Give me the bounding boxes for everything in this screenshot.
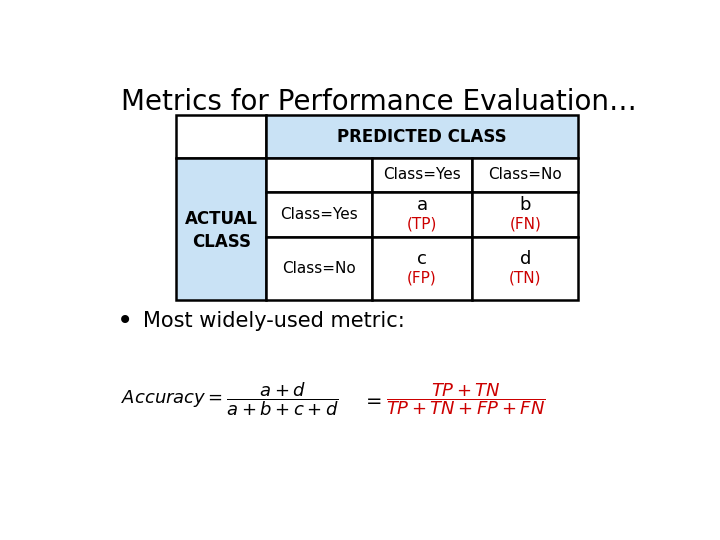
Text: d: d bbox=[520, 251, 531, 268]
Text: Metrics for Performance Evaluation…: Metrics for Performance Evaluation… bbox=[121, 87, 636, 116]
Text: Class=No: Class=No bbox=[488, 167, 562, 183]
Bar bbox=[266, 158, 372, 192]
Text: (FP): (FP) bbox=[407, 270, 437, 285]
Text: Class=No: Class=No bbox=[282, 261, 356, 276]
Bar bbox=[372, 158, 472, 192]
Bar bbox=[266, 114, 578, 158]
Text: b: b bbox=[520, 197, 531, 214]
Text: $\dfrac{TP+TN}{TP+TN+FP+FN}$: $\dfrac{TP+TN}{TP+TN+FP+FN}$ bbox=[386, 382, 545, 417]
Text: a: a bbox=[416, 197, 428, 214]
Bar bbox=[176, 114, 266, 158]
Text: $=$: $=$ bbox=[361, 390, 382, 409]
Text: •: • bbox=[117, 307, 133, 334]
Bar bbox=[472, 192, 578, 238]
Text: (TN): (TN) bbox=[509, 270, 541, 285]
Text: PREDICTED CLASS: PREDICTED CLASS bbox=[337, 127, 507, 145]
Bar bbox=[266, 192, 372, 238]
Bar bbox=[266, 238, 372, 300]
Bar bbox=[176, 158, 266, 300]
Text: Class=Yes: Class=Yes bbox=[383, 167, 461, 183]
Text: (TP): (TP) bbox=[407, 216, 437, 231]
Text: Class=Yes: Class=Yes bbox=[280, 207, 358, 222]
Text: CLASS: CLASS bbox=[192, 233, 251, 251]
Text: c: c bbox=[417, 251, 427, 268]
Text: (FN): (FN) bbox=[509, 216, 541, 231]
Bar bbox=[372, 192, 472, 238]
Text: ACTUAL: ACTUAL bbox=[184, 210, 258, 228]
Text: $\mathit{Accuracy} = \dfrac{a+d}{a+b+c+d}$: $\mathit{Accuracy} = \dfrac{a+d}{a+b+c+d… bbox=[121, 381, 338, 418]
Bar bbox=[472, 238, 578, 300]
Bar bbox=[472, 158, 578, 192]
Bar bbox=[372, 238, 472, 300]
Text: Most widely-used metric:: Most widely-used metric: bbox=[143, 310, 405, 330]
